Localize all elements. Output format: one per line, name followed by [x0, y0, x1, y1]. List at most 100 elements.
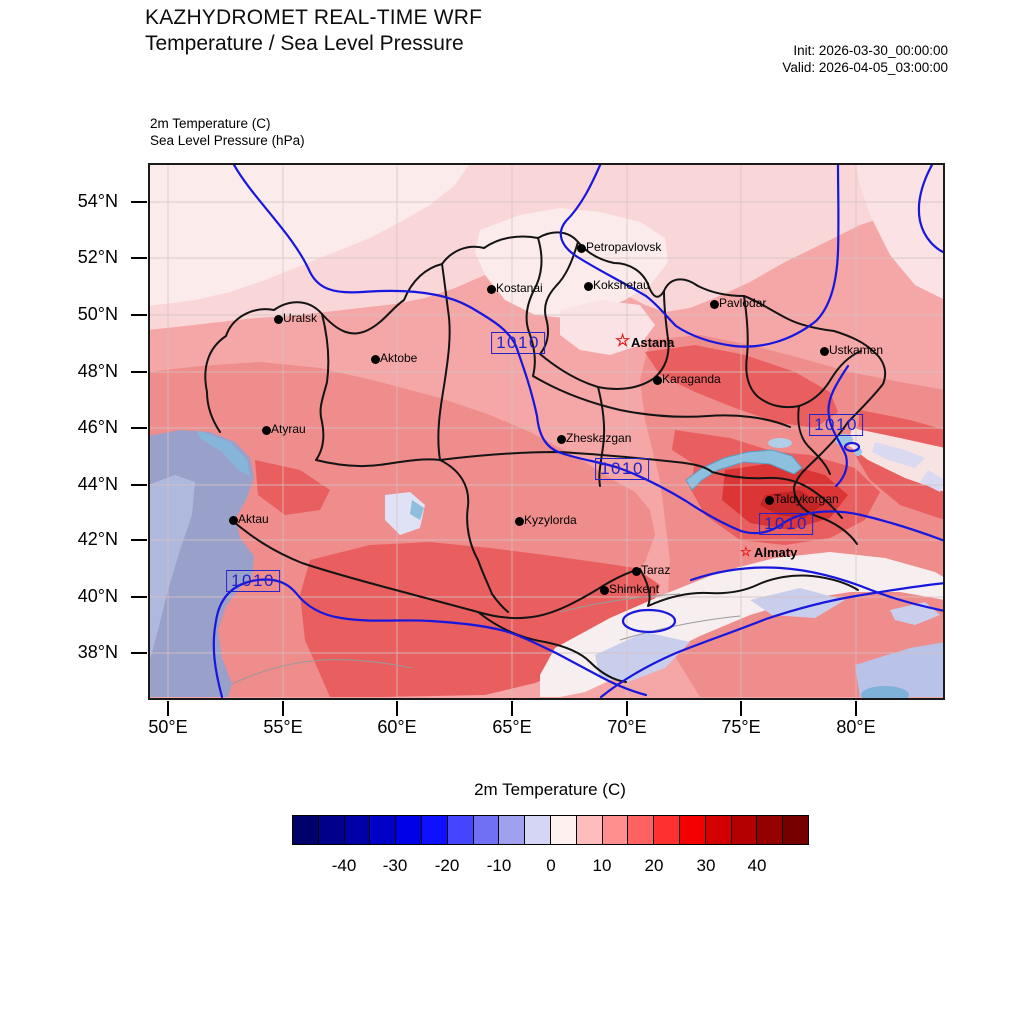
field-labels: 2m Temperature (C) Sea Level Pressure (h… [150, 115, 305, 149]
run-times: Init: 2026-03-30_00:00:00 Valid: 2026-04… [782, 42, 948, 76]
init-time: Init: 2026-03-30_00:00:00 [793, 43, 948, 58]
city-dot-icon [820, 347, 829, 356]
page-title: KAZHYDROMET REAL-TIME WRF [145, 6, 483, 29]
city-label: Astana [631, 335, 675, 350]
colorbar-cell [344, 816, 371, 844]
field-label-temperature: 2m Temperature (C) [150, 116, 271, 131]
city-label: Aktau [238, 512, 269, 526]
colorbar-cell [293, 816, 319, 844]
city-dot-icon [487, 285, 496, 294]
lon-tick [282, 701, 284, 716]
colorbar-tick: 40 [747, 856, 767, 875]
city-label: Karaganda [662, 372, 721, 386]
city-dot-icon [262, 426, 271, 435]
lat-tick [131, 427, 147, 429]
pressure-label: 1010 [226, 570, 280, 592]
lat-tick [131, 596, 147, 598]
lat-tick [131, 257, 147, 259]
lon-tick [855, 701, 857, 716]
lat-label: 46°N [77, 417, 118, 437]
colorbar-tick: 10 [592, 856, 612, 875]
lat-label: 44°N [77, 474, 118, 494]
lat-label: 38°N [77, 642, 118, 662]
city-label: Kostanai [496, 281, 543, 295]
city-label: Petropavlovsk [586, 240, 662, 254]
colorbar-cell [473, 816, 500, 844]
colorbar-cell [602, 816, 629, 844]
city-dot-icon [577, 244, 586, 253]
colorbar-title: 2m Temperature (C) [474, 780, 626, 799]
city-dot-icon [765, 496, 774, 505]
city-dot-icon [557, 435, 566, 444]
lat-label: 42°N [77, 529, 118, 549]
lat-label: 50°N [77, 304, 118, 324]
lat-tick [131, 201, 147, 203]
lat-label: 54°N [77, 191, 118, 211]
lon-label: 80°E [836, 717, 876, 737]
city-label: Taldykorgan [774, 492, 839, 506]
capital-star-icon: ☆ [615, 331, 631, 350]
colorbar-cell [370, 816, 397, 844]
colorbar-cell [499, 816, 526, 844]
city-label: Atyrau [271, 422, 306, 436]
lat-tick [131, 314, 147, 316]
lat-tick [131, 484, 147, 486]
city-label: Ustkamen [829, 343, 884, 357]
city-dot-icon [653, 376, 662, 385]
colorbar-cell [525, 816, 551, 844]
colorbar-tick: 20 [644, 856, 664, 875]
city-dot-icon [584, 282, 593, 291]
colorbar-tick: -40 [331, 856, 357, 875]
city-label: Shimkent [609, 582, 660, 596]
water-bodies [150, 430, 909, 698]
city-label: Zheskazgan [566, 431, 632, 445]
colorbar-cell [550, 816, 577, 844]
city-dot-icon [371, 355, 380, 364]
valid-time: Valid: 2026-04-05_03:00:00 [782, 60, 948, 75]
colorbar-tick: -20 [434, 856, 460, 875]
temperature-field [150, 165, 943, 698]
colorbar-cell [421, 816, 448, 844]
lon-tick [740, 701, 742, 716]
lon-label: 60°E [377, 717, 417, 737]
colorbar-tick: -30 [382, 856, 408, 875]
lon-tick [396, 701, 398, 716]
map-canvas [150, 165, 943, 698]
colorbar-cell [396, 816, 422, 844]
colorbar-tick: 0 [546, 856, 556, 875]
city-label: Kyzylorda [524, 513, 577, 527]
caspian-sea-light [150, 475, 195, 660]
colorbar-cell [731, 816, 758, 844]
lake-sasykkol [768, 438, 792, 448]
city-label: Uralsk [283, 311, 318, 325]
pressure-label: 1010 [491, 332, 545, 354]
city-label: Almaty [754, 545, 798, 560]
city-dot-icon [600, 586, 609, 595]
lake-issykkul [861, 686, 909, 698]
city-label: Kokshetau [593, 278, 650, 292]
colorbar-cell [757, 816, 784, 844]
page-subtitle: Temperature / Sea Level Pressure [145, 32, 464, 55]
lon-tick [167, 701, 169, 716]
region-borders [204, 231, 887, 683]
lat-tick [131, 371, 147, 373]
city-label: Taraz [641, 563, 671, 577]
pressure-contours [212, 165, 943, 698]
capital-star-icon: ☆ [740, 544, 752, 559]
caspian-coast-shallow [196, 430, 250, 476]
city-dot-icon [515, 517, 524, 526]
pressure-label: 1010 [759, 513, 813, 535]
national-border [204, 231, 887, 683]
lon-label: 70°E [607, 717, 647, 737]
colorbar-swatches [292, 815, 809, 845]
colorbar-cell [654, 816, 680, 844]
weather-map: 1010 1010 1010 1010 1010 Petropavlovsk Kostan… [148, 163, 945, 700]
lon-label: 65°E [492, 717, 532, 737]
lon-label: 55°E [263, 717, 303, 737]
city-label: Pavlodar [719, 296, 767, 310]
lat-label: 52°N [77, 247, 118, 267]
lon-tick [511, 701, 513, 716]
colorbar-tick: -10 [486, 856, 512, 875]
colorbar-cell [576, 816, 603, 844]
